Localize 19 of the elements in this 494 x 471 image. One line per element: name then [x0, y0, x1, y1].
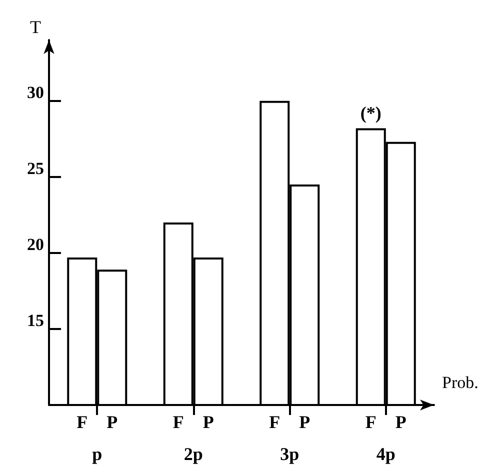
series-label: P: [106, 412, 118, 432]
y-axis-title: T: [30, 17, 41, 37]
x-tick-label: 4p: [376, 444, 396, 464]
x-tick-label: 2p: [184, 444, 203, 464]
text: P: [202, 412, 214, 432]
text: F: [269, 412, 280, 432]
text: F: [365, 412, 376, 432]
y-tick-label: 20: [27, 234, 44, 254]
y-tick-label: 30: [27, 82, 44, 102]
y-tick-label: 25: [27, 158, 44, 178]
text: P: [395, 412, 406, 432]
annotation: (*): [360, 103, 382, 124]
y-tick-label: 15: [27, 310, 44, 330]
text: P: [299, 412, 310, 432]
text: F: [172, 412, 184, 432]
series-label: F: [76, 412, 88, 432]
x-tick-label: 3p: [280, 444, 300, 464]
x-tick-label: p: [92, 444, 102, 464]
x-axis-title: Prob.: [442, 373, 478, 392]
